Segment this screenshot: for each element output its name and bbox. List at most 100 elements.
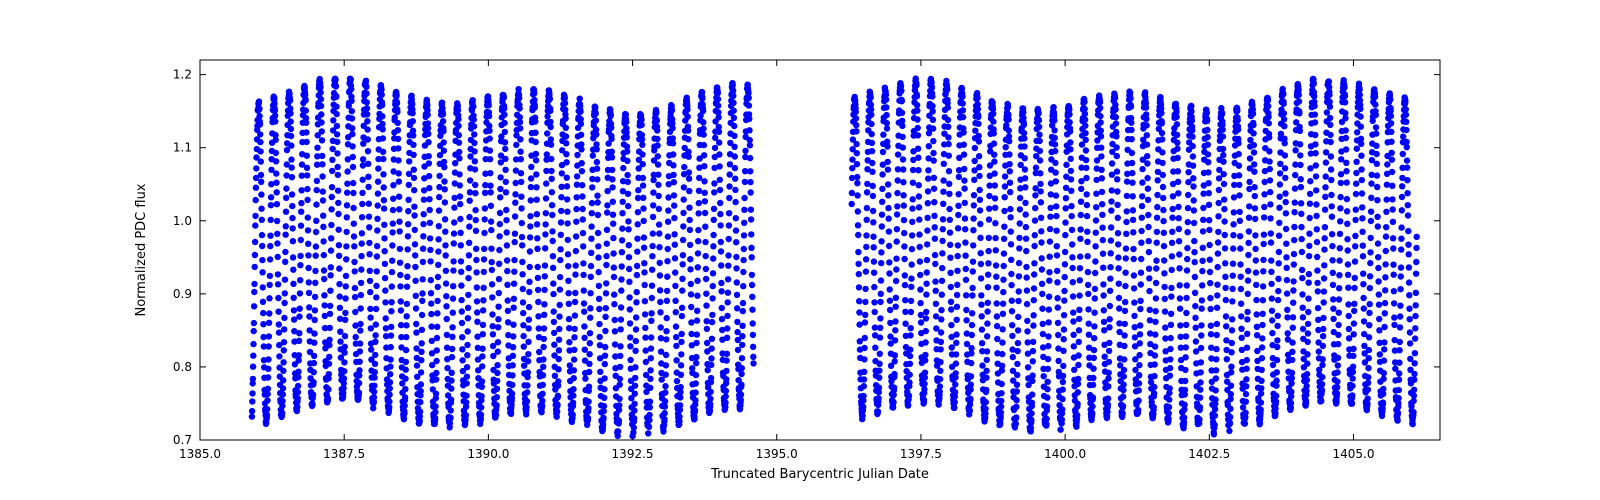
data-point [397,246,403,252]
data-point [543,210,549,216]
data-point [440,118,446,124]
data-point [601,375,607,381]
data-point [1341,84,1347,90]
data-point [930,117,936,123]
data-point [1024,318,1030,324]
data-point [979,313,985,319]
data-point [1114,153,1120,159]
data-point [681,164,687,170]
data-point [665,246,671,252]
data-point [1243,376,1249,382]
data-point [309,402,315,408]
data-point [313,229,319,235]
data-point [999,363,1005,369]
data-point [624,148,630,154]
data-point [1159,136,1165,142]
data-point [616,402,622,408]
data-point [1144,160,1150,166]
data-point [1199,268,1205,274]
data-point [1303,400,1309,406]
data-point [1316,348,1322,354]
data-point [273,180,279,186]
data-point [1039,291,1045,297]
data-point [1259,335,1265,341]
data-point [955,242,961,248]
data-point [350,180,356,186]
data-point [487,170,493,176]
data-point [632,383,638,389]
data-point [490,331,496,337]
data-point [455,116,461,122]
data-point [1290,300,1296,306]
data-point [418,357,424,363]
data-point [656,244,662,250]
data-point [511,296,517,302]
data-point [405,197,411,203]
data-point [1299,267,1305,273]
data-point [932,252,938,258]
data-point [1223,313,1229,319]
data-point [1017,206,1023,212]
data-point [999,381,1005,387]
data-point [372,369,378,375]
data-point [394,100,400,106]
data-point [679,276,685,282]
data-point [586,369,592,375]
data-point [473,257,479,263]
data-point [1102,354,1108,360]
data-point [1093,204,1099,210]
data-point [968,360,974,366]
data-point [1198,345,1204,351]
data-point [1129,170,1135,176]
data-point [1313,187,1319,193]
data-point [510,344,516,350]
data-point [482,216,488,222]
data-point [1283,226,1289,232]
data-point [386,391,392,397]
data-point [656,206,662,212]
data-point [541,312,547,318]
data-point [466,214,472,220]
data-point [280,359,286,365]
data-point [741,220,747,226]
data-point [733,239,739,245]
data-point [349,125,355,131]
data-point [465,305,471,311]
data-point [1304,371,1310,377]
data-point [435,274,441,280]
data-point [1297,141,1303,147]
data-point [1200,228,1206,234]
data-point [899,110,905,116]
data-point [986,193,992,199]
data-point [1032,205,1038,211]
data-point [281,315,287,321]
data-point [350,154,356,160]
data-point [342,344,348,350]
data-point [1259,344,1265,350]
data-point [1190,163,1196,169]
data-point [519,271,525,277]
data-point [937,368,943,374]
data-point [695,227,701,233]
data-point [1131,256,1137,262]
data-point [853,115,859,121]
data-point [1314,226,1320,232]
data-point [1053,178,1059,184]
data-point [1207,269,1213,275]
data-point [351,243,357,249]
data-point [1025,364,1031,370]
data-point [451,230,457,236]
data-point [519,220,525,226]
data-point [1199,297,1205,303]
data-point [556,347,562,353]
data-point [572,290,578,296]
data-point [467,198,473,204]
data-point [640,175,646,181]
data-point [1013,397,1019,403]
data-point [608,112,614,118]
data-point [364,111,370,117]
data-point [472,207,478,213]
data-point [1154,240,1160,246]
data-point [1116,295,1122,301]
data-point [915,146,921,152]
